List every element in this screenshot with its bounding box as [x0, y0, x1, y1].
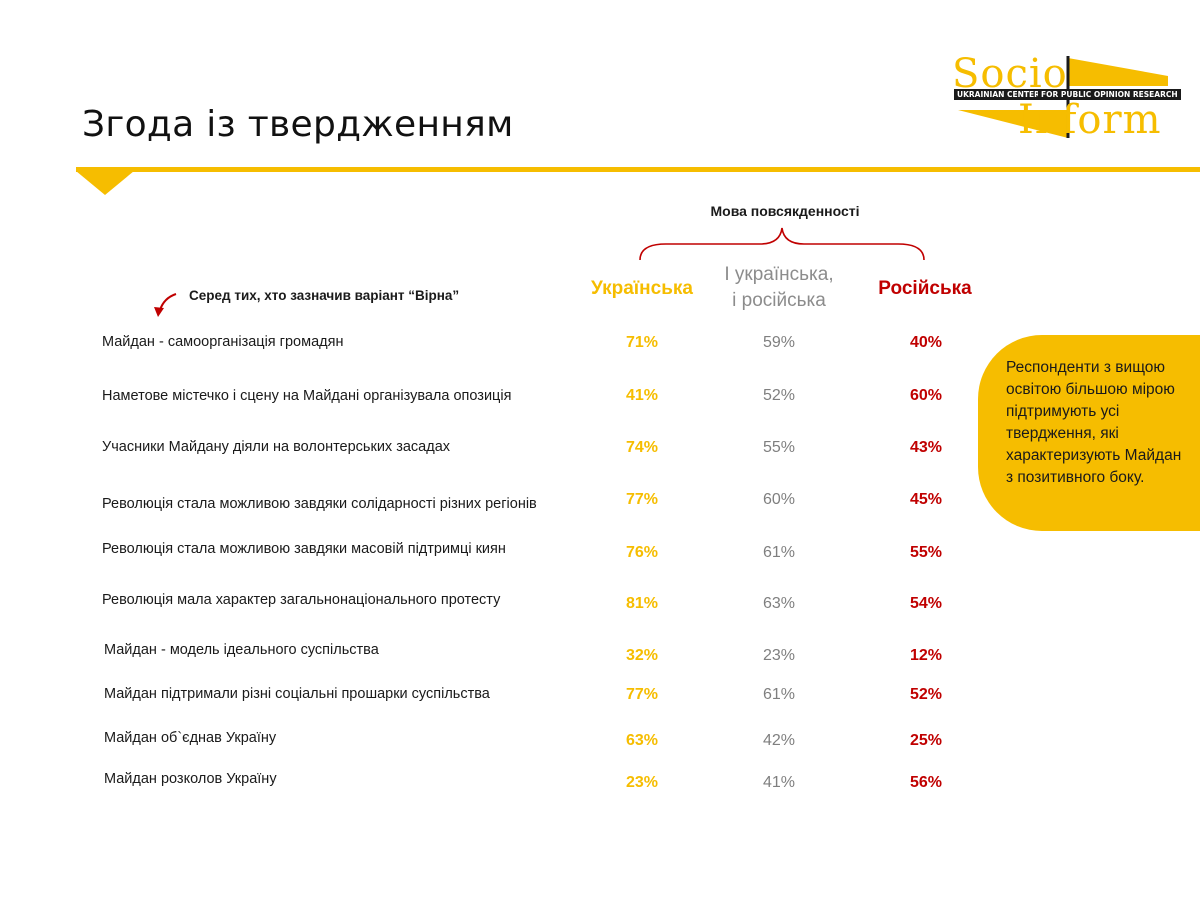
row-label: Революція стала можливою завдяки масовій…	[102, 541, 506, 557]
value-ukrainian: 32%	[625, 647, 659, 664]
value-both: 41%	[762, 774, 796, 791]
education-callout: Респонденти з вищою освітою більшою міро…	[978, 335, 1200, 531]
row-label: Революція мала характер загальнонаціонал…	[102, 592, 501, 608]
value-both: 63%	[762, 595, 796, 612]
value-russian: 12%	[909, 647, 943, 664]
socioinform-logo: Socio UKRAINIAN CENTER FOR PUBLIC OPINIO…	[950, 51, 1181, 143]
filter-note: Серед тих, хто зазначив варіант “Вірна”	[189, 288, 460, 303]
value-both: 60%	[762, 491, 796, 508]
logo-band-left: UKRAINIAN CENTER	[954, 89, 1043, 100]
row-label: Наметове містечко і сцену на Майдані орг…	[102, 388, 512, 404]
value-russian: 55%	[909, 544, 943, 561]
value-ukrainian: 76%	[625, 544, 659, 561]
row-label: Майдан підтримали різні соціальні прошар…	[104, 686, 490, 702]
column-header-ukrainian: Українська	[591, 278, 693, 299]
value-ukrainian: 71%	[625, 334, 659, 351]
column-header-both-line1: І українська,	[724, 264, 834, 285]
value-russian: 52%	[909, 686, 943, 703]
value-both: 55%	[762, 439, 796, 456]
header-divider	[76, 167, 1200, 172]
value-ukrainian: 63%	[625, 732, 659, 749]
value-russian: 43%	[909, 439, 943, 456]
value-russian: 56%	[909, 774, 943, 791]
value-both: 42%	[762, 732, 796, 749]
value-ukrainian: 77%	[625, 491, 659, 508]
row-label: Учасники Майдану діяли на волонтерських …	[102, 439, 451, 455]
value-ukrainian: 23%	[625, 774, 659, 791]
value-russian: 25%	[909, 732, 943, 749]
row-label: Майдан розколов Україну	[104, 771, 277, 787]
row-label: Революція стала можливою завдяки солідар…	[102, 496, 537, 512]
row-label: Майдан - модель ідеального суспільства	[104, 642, 379, 658]
column-group-brace	[639, 227, 925, 261]
column-header-russian: Російська	[878, 278, 972, 299]
value-ukrainian: 41%	[625, 387, 659, 404]
logo-word-socio: Socio	[952, 51, 1068, 97]
logo-word-inform: Inform	[1018, 97, 1162, 143]
logo-band-right: FOR PUBLIC OPINION RESEARCH	[1038, 89, 1181, 100]
value-both: 61%	[762, 686, 796, 703]
column-header-both-line2: і російська	[732, 290, 826, 311]
page-title: Згода із твердженням	[82, 104, 514, 145]
column-header-both: І українська, і російська	[694, 262, 864, 314]
column-group-label: Мова повсякденності	[710, 203, 860, 219]
value-both: 23%	[762, 647, 796, 664]
value-both: 52%	[762, 387, 796, 404]
value-russian: 40%	[909, 334, 943, 351]
value-ukrainian: 77%	[625, 686, 659, 703]
callout-text: Респонденти з вищою освітою більшою міро…	[1006, 359, 1182, 486]
value-both: 61%	[762, 544, 796, 561]
value-russian: 60%	[909, 387, 943, 404]
value-ukrainian: 74%	[625, 439, 659, 456]
row-label: Майдан об`єднав Україну	[104, 730, 277, 746]
divider-notch	[76, 171, 134, 195]
curved-arrow-icon	[154, 293, 177, 317]
value-ukrainian: 81%	[625, 595, 659, 612]
value-russian: 54%	[909, 595, 943, 612]
value-russian: 45%	[909, 491, 943, 508]
value-both: 59%	[762, 334, 796, 351]
row-label: Майдан - самоорганізація громадян	[102, 334, 344, 350]
